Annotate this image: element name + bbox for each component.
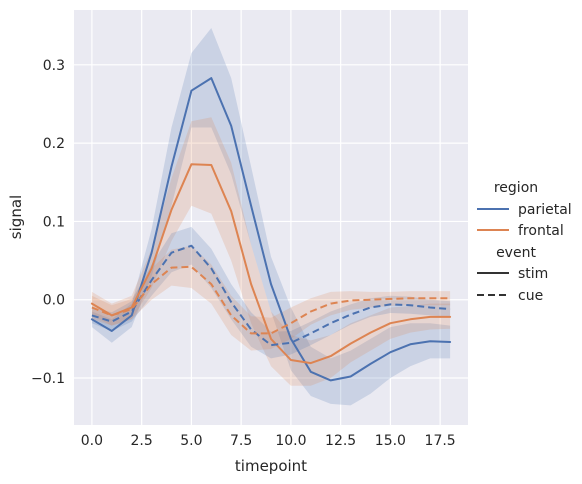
ci-band-parietal-cue xyxy=(91,226,451,359)
legend-label-stim: stim xyxy=(518,266,548,282)
legend-label-parietal: parietal xyxy=(518,202,572,218)
legend-label-frontal: frontal xyxy=(518,223,564,239)
x-tick-label: 15.0 xyxy=(375,433,406,449)
y-tick-label: 0.0 xyxy=(43,293,65,309)
y-tick-label: −0.1 xyxy=(31,371,65,387)
series-line-frontal-stim xyxy=(90,163,452,365)
x-axis-label: timepoint xyxy=(235,457,307,475)
y-tick-label: 0.3 xyxy=(43,58,65,74)
x-tick-label: 0.0 xyxy=(81,433,103,449)
y-tick-label: 0.1 xyxy=(43,214,65,230)
legend-title-event: event xyxy=(496,245,536,261)
y-tick-label: 0.2 xyxy=(43,136,65,152)
x-tick-label: 17.5 xyxy=(425,433,456,449)
y-tick-labels: −0.1 0.0 0.1 0.2 0.3 xyxy=(31,58,65,387)
confidence-bands xyxy=(91,28,451,406)
series-lines xyxy=(90,77,452,382)
x-tick-label: 2.5 xyxy=(131,433,153,449)
legend-title-region: region xyxy=(494,180,538,196)
x-tick-label: 10.0 xyxy=(275,433,306,449)
series-line-parietal-cue xyxy=(91,244,451,347)
legend: region parietal frontal event stim cue xyxy=(477,180,572,304)
x-tick-labels: 0.0 2.5 5.0 7.5 10.0 12.5 15.0 17.5 xyxy=(81,433,456,449)
ci-band-frontal-stim xyxy=(91,117,451,386)
ci-band-frontal-cue xyxy=(91,245,451,351)
series-line-parietal-stim xyxy=(90,77,452,382)
x-tick-label: 5.0 xyxy=(180,433,202,449)
x-tick-label: 12.5 xyxy=(325,433,356,449)
grid-lines xyxy=(74,10,468,425)
ci-band-parietal-stim xyxy=(91,28,451,406)
x-tick-label: 7.5 xyxy=(230,433,252,449)
legend-label-cue: cue xyxy=(518,288,543,304)
y-axis-label: signal xyxy=(7,195,25,239)
plot-background xyxy=(74,10,468,425)
series-line-frontal-cue xyxy=(91,265,451,335)
